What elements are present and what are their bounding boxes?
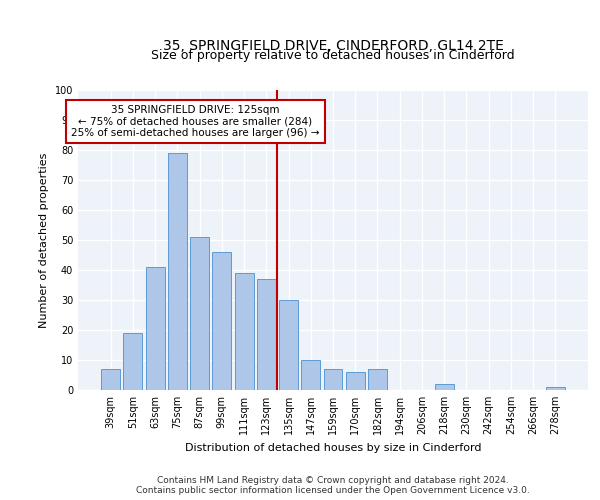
Text: 35 SPRINGFIELD DRIVE: 125sqm
← 75% of detached houses are smaller (284)
25% of s: 35 SPRINGFIELD DRIVE: 125sqm ← 75% of de… (71, 105, 319, 138)
Title: Size of property relative to detached houses in Cinderford: Size of property relative to detached ho… (151, 50, 515, 62)
Bar (212, 252, 231, 390)
Y-axis label: Number of detached properties: Number of detached properties (39, 152, 49, 328)
Text: 35, SPRINGFIELD DRIVE, CINDERFORD, GL14 2TE: 35, SPRINGFIELD DRIVE, CINDERFORD, GL14 … (163, 38, 503, 52)
Bar (124, 333, 142, 390)
Bar (168, 153, 187, 390)
Bar (435, 384, 454, 390)
Bar (146, 267, 164, 390)
X-axis label: Distribution of detached houses by size in Cinderford: Distribution of detached houses by size … (185, 442, 481, 452)
Bar (323, 369, 343, 390)
Bar (368, 369, 387, 390)
Bar (190, 237, 209, 390)
Bar (235, 273, 254, 390)
Bar (346, 372, 365, 390)
Bar (301, 360, 320, 390)
Bar (279, 300, 298, 390)
Bar (257, 279, 276, 390)
Bar (546, 387, 565, 390)
Bar (101, 369, 120, 390)
Text: Contains HM Land Registry data © Crown copyright and database right 2024.
Contai: Contains HM Land Registry data © Crown c… (136, 476, 530, 495)
